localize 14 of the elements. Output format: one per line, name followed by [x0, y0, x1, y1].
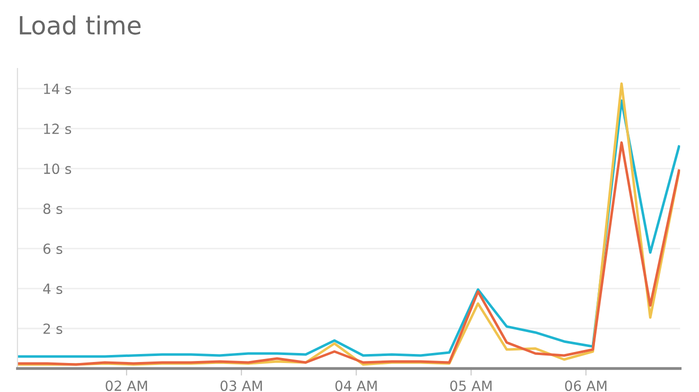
- x-tick-label: 05 AM: [450, 380, 492, 392]
- chart-title: Load time: [20, 15, 141, 35]
- y-tick-label: 10 s: [44, 164, 72, 174]
- x-tick-label: 02 AM: [106, 380, 148, 392]
- line-series: [17, 141, 680, 366]
- y-tick-label: 8 s: [43, 204, 62, 214]
- x-tick-label: 04 AM: [335, 380, 377, 392]
- y-tick-label: 2 s: [43, 323, 62, 334]
- y-tick-label: 6 s: [43, 243, 62, 254]
- y-tick-label: 4 s: [43, 284, 62, 294]
- y-tick-label: 12 s: [44, 124, 72, 134]
- x-tick-label: 03 AM: [220, 380, 262, 392]
- y-tick-label: 14 s: [44, 84, 72, 94]
- x-tick-label: 06 AM: [565, 380, 606, 392]
